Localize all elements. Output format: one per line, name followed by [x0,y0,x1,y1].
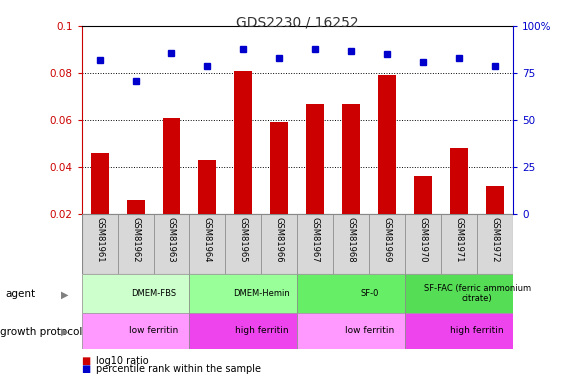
Text: GSM81968: GSM81968 [347,217,356,262]
Text: GDS2230 / 16252: GDS2230 / 16252 [236,15,359,29]
Bar [82,313,189,349]
Bar [82,274,189,313]
Text: GSM81965: GSM81965 [239,217,248,262]
Text: GSM81963: GSM81963 [167,217,176,262]
Bar [297,214,333,274]
Text: SF-FAC (ferric ammonium
citrate): SF-FAC (ferric ammonium citrate) [423,284,531,303]
Bar [153,214,189,274]
Bar [118,214,153,274]
Bar [297,274,405,313]
Bar [333,214,369,274]
Text: high ferritin: high ferritin [234,326,288,335]
Text: GSM81972: GSM81972 [490,217,500,262]
Text: GSM81967: GSM81967 [311,217,320,262]
Text: low ferritin: low ferritin [345,326,394,335]
Bar [450,148,468,214]
Bar [405,214,441,274]
Bar [477,214,513,274]
Text: high ferritin: high ferritin [450,326,504,335]
Bar [198,160,216,214]
Bar [226,214,261,274]
Bar [189,274,297,313]
Bar [342,104,360,214]
Text: ■: ■ [82,364,91,374]
Text: GSM81961: GSM81961 [95,217,104,262]
Bar [261,214,297,274]
Bar [82,214,118,274]
Text: GSM81964: GSM81964 [203,217,212,262]
Bar [234,71,252,214]
Text: log10 ratio: log10 ratio [96,356,149,366]
Text: growth protocol: growth protocol [0,327,82,337]
Bar [271,122,289,214]
Bar [306,104,324,214]
Text: GSM81966: GSM81966 [275,217,284,262]
Bar [405,313,513,349]
Text: percentile rank within the sample: percentile rank within the sample [96,364,261,374]
Bar [90,153,108,214]
Bar [378,75,396,214]
Bar [414,176,432,214]
Text: DMEM-Hemin: DMEM-Hemin [233,289,290,298]
Text: agent: agent [6,290,36,299]
Bar [441,214,477,274]
Bar [486,186,504,214]
Text: GSM81962: GSM81962 [131,217,140,262]
Text: SF-0: SF-0 [360,289,378,298]
Bar [369,214,405,274]
Bar [405,274,513,313]
Bar [189,313,297,349]
Text: GSM81971: GSM81971 [455,217,463,262]
Bar [297,313,405,349]
Text: DMEM-FBS: DMEM-FBS [131,289,176,298]
Text: ▶: ▶ [61,290,69,299]
Text: GSM81970: GSM81970 [419,217,428,262]
Text: GSM81969: GSM81969 [382,217,392,262]
Bar [163,118,181,214]
Text: low ferritin: low ferritin [129,326,178,335]
Text: ▶: ▶ [61,327,69,337]
Text: ■: ■ [82,356,91,366]
Bar [127,200,145,214]
Bar [189,214,226,274]
